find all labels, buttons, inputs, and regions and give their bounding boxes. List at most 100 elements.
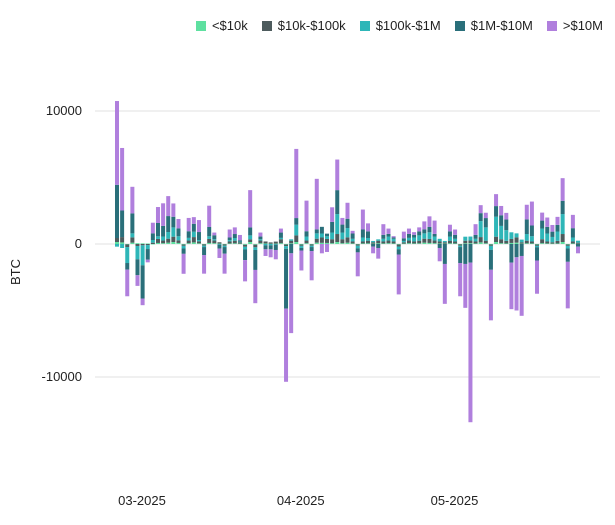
bar-segment (196, 243, 201, 244)
bar-segment (222, 244, 227, 246)
bar-segment (412, 237, 417, 242)
bar-segment (181, 253, 186, 274)
bar-segment (458, 247, 463, 264)
bar-segment (176, 228, 181, 237)
bar-segment (166, 238, 171, 243)
bar-segment (340, 217, 345, 225)
bar-segment (253, 244, 258, 245)
bar-segment (186, 237, 191, 241)
bar-segment (304, 240, 309, 244)
bar-segment (432, 220, 437, 234)
bar-segment (540, 239, 545, 244)
bar-segment (570, 214, 575, 229)
bar-segment (391, 237, 396, 239)
bar-segment (468, 236, 473, 241)
bar-segment (186, 217, 191, 232)
bar-segment (504, 240, 509, 244)
bar-segment (453, 229, 458, 235)
bar-segment (120, 210, 125, 238)
bar-segment (535, 245, 540, 248)
bar-segment (273, 249, 278, 260)
bar-segment (340, 232, 345, 240)
bar-segment (478, 237, 483, 243)
bar-segment (458, 263, 463, 297)
bar-segment (535, 244, 540, 245)
bar-segment (412, 241, 417, 244)
bar-segment (217, 243, 222, 245)
bar-segment (458, 245, 463, 248)
bar-segment (289, 243, 294, 244)
bar-segment (422, 242, 427, 244)
bar-segment (468, 240, 473, 244)
bar-segment (565, 248, 570, 262)
bar-segment (304, 200, 309, 232)
bar-segment (499, 205, 504, 216)
bar-segment (365, 238, 370, 241)
bar-segment (161, 203, 166, 226)
bar-segment (196, 220, 201, 233)
bar-segment (453, 238, 458, 242)
bar-segment (263, 245, 268, 250)
bar-segment (483, 212, 488, 219)
bar-segment (360, 229, 365, 238)
bar-segment (335, 242, 340, 244)
bar-segment (386, 240, 391, 244)
bar-segment (555, 224, 560, 232)
legend-item: $1M-$10M (454, 18, 533, 33)
bar-segment (427, 232, 432, 239)
bar-segment (237, 234, 242, 241)
bar-segment (570, 241, 575, 244)
bar-segment (345, 228, 350, 238)
y-tick-label: 10000 (46, 103, 82, 118)
bar-segment (565, 244, 570, 245)
bar-segment (120, 147, 125, 211)
bar-segment (319, 226, 324, 234)
bar-segment (171, 236, 176, 243)
bar-segment (248, 227, 253, 236)
bar-segment (488, 269, 493, 321)
bar-segment (468, 262, 473, 423)
bar-segment (314, 233, 319, 239)
bar-segment (191, 217, 196, 224)
bar-segment (278, 228, 283, 233)
bar-segment (550, 236, 555, 243)
bar-segment (130, 242, 135, 244)
bar-segment (284, 244, 289, 245)
bar-segment (294, 235, 299, 242)
bar-segment (212, 243, 217, 244)
bar-segment (278, 237, 283, 240)
bar-segment (176, 236, 181, 241)
bar-segment (232, 240, 237, 244)
bar-segment (130, 233, 135, 238)
bar-segment (524, 240, 529, 244)
bar-segment (381, 243, 386, 244)
bar-segment (145, 259, 150, 263)
bar-segment (545, 241, 550, 244)
bar-segment (529, 236, 534, 242)
bar-segment (120, 237, 125, 243)
bar-segment (376, 247, 381, 259)
bar-segment (381, 241, 386, 244)
bar-segment (202, 244, 207, 245)
bar-segment (181, 244, 186, 245)
bar-segment (473, 241, 478, 244)
bar-segment (155, 242, 160, 244)
bar-segment (222, 245, 227, 248)
bar-segment (432, 243, 437, 244)
bar-segment (555, 216, 560, 225)
bar-segment (263, 241, 268, 244)
bar-segment (161, 243, 166, 244)
x-tick-label: 03-2025 (118, 493, 166, 508)
bar-segment (145, 249, 150, 260)
bar-segment (488, 245, 493, 250)
bar-segment (243, 246, 248, 250)
bar-segment (278, 239, 283, 244)
bar-segment (217, 242, 222, 244)
bar-segment (545, 233, 550, 242)
bar-segment (237, 240, 242, 242)
bar-segment (196, 232, 201, 241)
bar-segment (360, 237, 365, 242)
bar-segment (335, 159, 340, 191)
bar-segment (401, 240, 406, 243)
